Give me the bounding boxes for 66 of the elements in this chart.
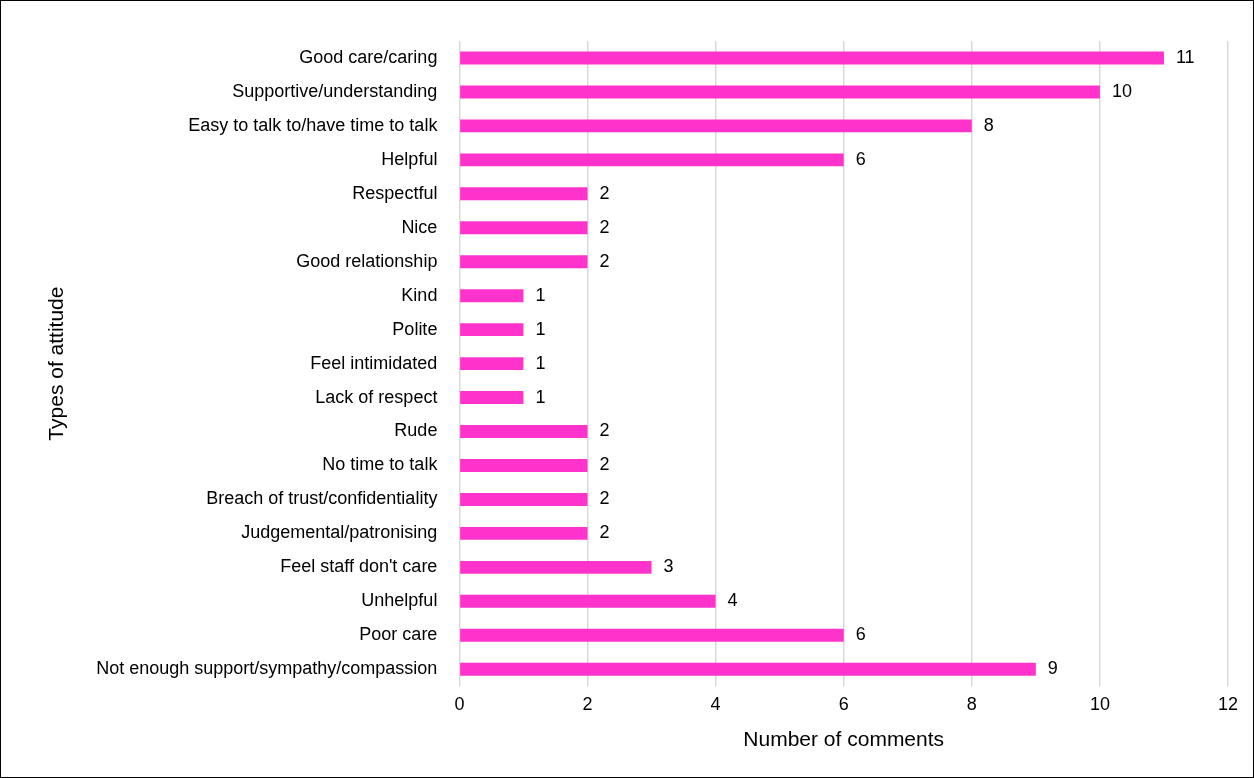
y-tick-label: Breach of trust/confidentiality (206, 488, 438, 509)
y-tick-label: Helpful (381, 148, 438, 169)
bar (460, 560, 652, 574)
bar (460, 357, 524, 371)
bar (460, 628, 844, 642)
bar (460, 289, 524, 303)
y-tick-label: Respectful (352, 182, 438, 203)
y-tick-label: Rude (394, 420, 438, 441)
bar (460, 662, 1036, 676)
bar (460, 153, 844, 167)
data-label: 2 (599, 182, 610, 203)
y-tick-label: Nice (401, 216, 438, 237)
y-tick-label: Feel intimidated (310, 352, 438, 373)
bar (460, 323, 524, 337)
data-label: 1 (535, 284, 546, 305)
data-label: 2 (599, 420, 610, 441)
bar (460, 187, 588, 201)
x-tick-label: 2 (582, 693, 593, 714)
x-tick-label: 4 (710, 693, 721, 714)
y-tick-label: Easy to talk to/have time to talk (188, 114, 439, 135)
y-tick-label: Poor care (359, 624, 438, 645)
data-label: 1 (535, 352, 546, 373)
bar (460, 221, 588, 235)
data-label: 2 (599, 522, 610, 543)
y-tick-label: Good relationship (296, 250, 438, 271)
bar (460, 492, 588, 506)
data-label: 4 (727, 590, 738, 611)
x-axis-title: Number of comments (743, 727, 945, 751)
data-label: 2 (599, 454, 610, 475)
data-label: 3 (663, 556, 674, 577)
y-tick-label: No time to talk (322, 454, 439, 475)
y-tick-label: Polite (392, 318, 438, 339)
bar (460, 425, 588, 438)
x-tick-label: 10 (1089, 693, 1110, 714)
y-tick-label: Supportive/understanding (232, 80, 438, 101)
data-label: 2 (599, 250, 610, 271)
bar (460, 459, 588, 472)
data-label: 2 (599, 488, 610, 509)
y-tick-label: Kind (401, 284, 438, 305)
data-label: 1 (535, 318, 546, 339)
x-tick-label: 8 (966, 693, 977, 714)
data-label: 2 (599, 216, 610, 237)
y-tick-label: Lack of respect (315, 386, 438, 407)
x-tick-label: 0 (454, 693, 465, 714)
y-tick-label: Judgemental/patronising (241, 522, 438, 543)
x-tick-label: 12 (1217, 693, 1239, 714)
data-label: 6 (855, 624, 866, 645)
bar (460, 594, 716, 608)
bar (460, 85, 1100, 99)
y-tick-label: Feel staff don't care (280, 556, 438, 577)
data-label: 6 (855, 148, 866, 169)
data-label: 1 (535, 386, 546, 407)
x-tick-label: 6 (838, 693, 849, 714)
y-tick-label: Good care/caring (299, 46, 438, 67)
y-tick-label: Unhelpful (361, 590, 438, 611)
data-label: 8 (983, 114, 994, 135)
data-label: 10 (1111, 80, 1132, 101)
y-axis-title: Types of attitude (44, 286, 68, 441)
y-tick-label: Not enough support/sympathy/compassion (96, 658, 438, 679)
bar (460, 255, 588, 269)
bar (460, 119, 972, 133)
bar (460, 51, 1164, 65)
data-label: 11 (1175, 46, 1195, 67)
bar (460, 391, 524, 405)
bar (460, 526, 588, 540)
data-label: 9 (1047, 658, 1058, 679)
